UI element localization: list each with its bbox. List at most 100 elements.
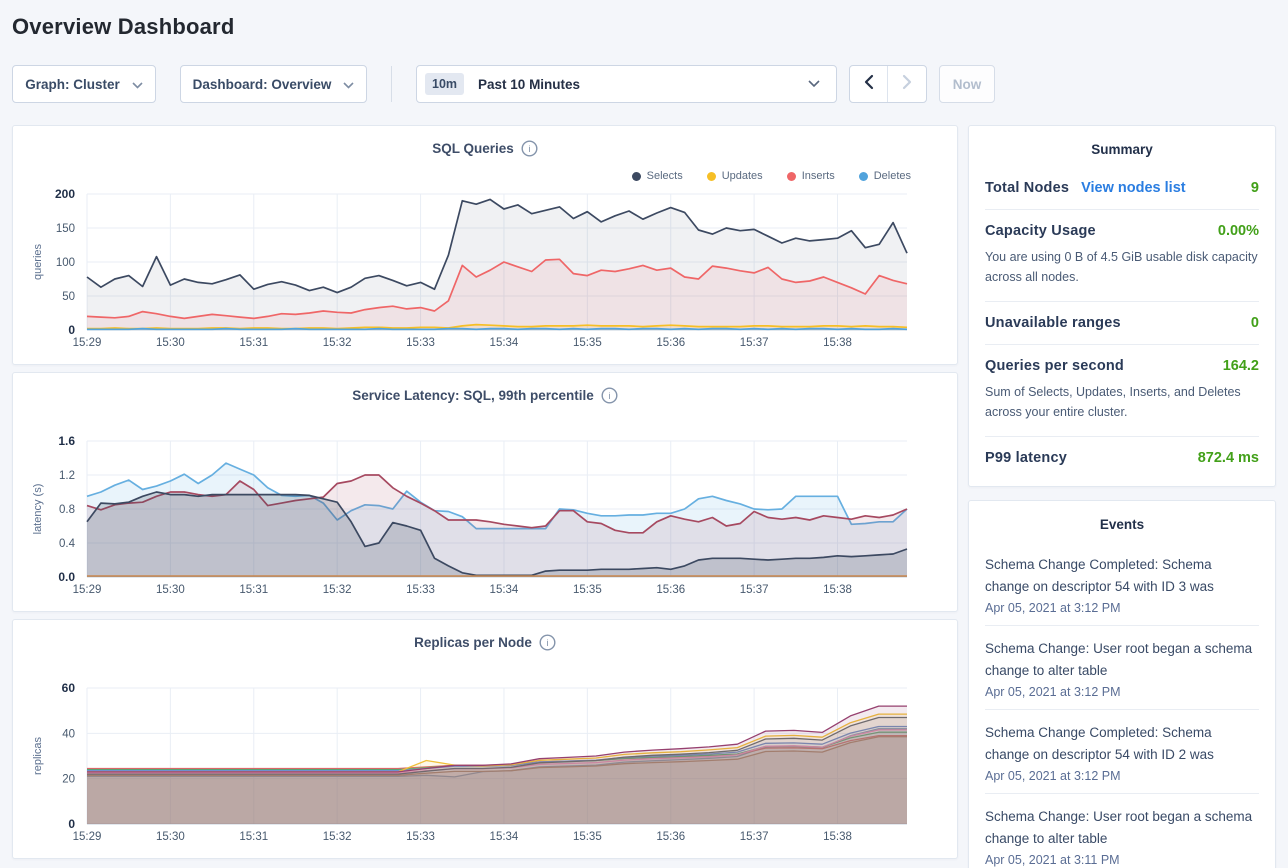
svg-text:15:37: 15:37 <box>740 831 769 843</box>
svg-text:0.8: 0.8 <box>59 504 75 516</box>
svg-text:i: i <box>546 638 548 649</box>
svg-text:15:38: 15:38 <box>823 337 852 349</box>
svg-text:15:37: 15:37 <box>740 337 769 349</box>
time-range-badge: 10m <box>425 73 465 95</box>
svg-text:15:38: 15:38 <box>823 831 852 843</box>
total-nodes-label: Total Nodes <box>985 180 1070 196</box>
svg-text:15:32: 15:32 <box>323 337 352 349</box>
event-text: Schema Change Completed: Schema change o… <box>985 557 1214 594</box>
svg-text:15:36: 15:36 <box>656 584 685 596</box>
event-item: Schema Change Completed: Schema change o… <box>985 710 1259 794</box>
legend-dot <box>786 171 796 181</box>
svg-text:0.4: 0.4 <box>59 538 76 550</box>
svg-text:15:30: 15:30 <box>156 831 185 843</box>
replicas-per-node-chart: 15:29 15:30 15:31 15:32 15:33 15:34 15:35 15:36… <box>32 681 907 843</box>
total-nodes-value: 9 <box>1250 180 1259 196</box>
dashboard-dropdown-label: Dashboard: Overview <box>192 76 332 92</box>
service-latency-chart: 15:29 15:30 15:31 15:32 15:33 15:34 15:35 15:36… <box>32 434 908 596</box>
events-title: Events <box>1099 517 1145 532</box>
legend-item-deletes: Deletes <box>858 170 911 182</box>
events-list: Schema Change Completed: Schema change o… <box>969 542 1275 868</box>
time-range-picker[interactable]: 10m Past 10 Minutes <box>416 65 837 103</box>
event-text: Schema Change: User root began a schema … <box>985 809 1253 846</box>
svg-text:60: 60 <box>62 681 76 695</box>
svg-text:queries: queries <box>32 243 44 280</box>
event-timestamp: Apr 05, 2021 at 3:12 PM <box>985 685 1121 699</box>
graph-dropdown-label: Graph: Cluster <box>25 76 120 92</box>
info-icon[interactable]: i <box>601 387 618 404</box>
svg-text:50: 50 <box>62 291 75 303</box>
svg-text:15:32: 15:32 <box>323 831 352 843</box>
summary-row-unavailable: Unavailable ranges 0 <box>985 302 1259 345</box>
p99-latency-label: P99 latency <box>985 450 1067 466</box>
info-icon[interactable]: i <box>539 634 556 651</box>
chevron-left-icon <box>864 74 874 95</box>
toolbar-divider <box>391 66 392 102</box>
main-content: SQL Queries i Selects Updates Inserts Delet… <box>12 125 1276 868</box>
svg-text:replicas: replicas <box>32 737 44 775</box>
svg-text:15:29: 15:29 <box>73 337 102 349</box>
summary-title: Summary <box>1091 142 1153 157</box>
legend-item-selects: Selects <box>631 170 683 182</box>
graph-dropdown[interactable]: Graph: Cluster <box>12 65 156 103</box>
page-title: Overview Dashboard <box>12 14 235 39</box>
svg-text:15:32: 15:32 <box>323 584 352 596</box>
svg-text:15:38: 15:38 <box>823 584 852 596</box>
event-timestamp: Apr 05, 2021 at 3:12 PM <box>985 601 1121 615</box>
svg-text:0: 0 <box>68 323 75 337</box>
svg-text:150: 150 <box>56 223 75 235</box>
svg-text:15:30: 15:30 <box>156 337 185 349</box>
sql-queries-chart: 15:29 15:30 15:31 15:32 15:33 15:34 15:35 15:36… <box>32 187 908 349</box>
view-nodes-list-link[interactable]: View nodes list <box>1081 180 1186 196</box>
qps-desc: Sum of Selects, Updates, Inserts, and De… <box>985 385 1241 419</box>
chart-legend: Selects Updates Inserts Deletes <box>631 170 911 182</box>
sidebar-column: Summary Total Nodes View nodes list 9 Ca… <box>968 125 1276 868</box>
replicas-per-node-panel: Replicas per Node i 15:29 15:30 15:31 15:32… <box>12 619 958 859</box>
prev-time-button[interactable] <box>850 66 888 102</box>
event-timestamp: Apr 05, 2021 at 3:11 PM <box>985 853 1120 867</box>
svg-text:1.6: 1.6 <box>58 434 75 448</box>
svg-text:15:33: 15:33 <box>406 584 435 596</box>
service-latency-panel: Service Latency: SQL, 99th percentile i … <box>12 372 958 612</box>
qps-value: 164.2 <box>1222 358 1259 374</box>
dashboard-dropdown[interactable]: Dashboard: Overview <box>180 65 367 103</box>
summary-row-total-nodes: Total Nodes View nodes list 9 <box>985 167 1259 210</box>
svg-text:15:35: 15:35 <box>573 584 602 596</box>
legend-dot <box>858 171 868 181</box>
p99-latency-value: 872.4 ms <box>1197 450 1259 466</box>
svg-text:15:35: 15:35 <box>573 831 602 843</box>
time-range-label: Past 10 Minutes <box>478 76 581 92</box>
sql-queries-panel: SQL Queries i Selects Updates Inserts Delet… <box>12 125 958 365</box>
event-text: Schema Change: User root began a schema … <box>985 641 1253 678</box>
toolbar: Graph: Cluster Dashboard: Overview 10m P… <box>12 65 1276 103</box>
summary-row-capacity: Capacity Usage 0.00% You are using 0 B o… <box>985 210 1259 302</box>
next-time-button[interactable] <box>888 66 926 102</box>
svg-text:200: 200 <box>55 187 75 201</box>
event-item: Schema Change Completed: Schema change o… <box>985 542 1259 626</box>
legend-dot <box>706 171 716 181</box>
svg-text:15:34: 15:34 <box>490 337 519 349</box>
unavailable-ranges-value: 0 <box>1250 315 1259 331</box>
now-button[interactable]: Now <box>939 65 995 103</box>
svg-text:40: 40 <box>62 728 75 740</box>
legend-item-updates: Updates <box>706 170 763 182</box>
summary-panel: Summary Total Nodes View nodes list 9 Ca… <box>968 125 1276 487</box>
svg-text:15:36: 15:36 <box>656 831 685 843</box>
svg-text:15:31: 15:31 <box>239 337 268 349</box>
svg-text:15:30: 15:30 <box>156 584 185 596</box>
legend-item-inserts: Inserts <box>786 170 835 182</box>
summary-row-p99: P99 latency 872.4 ms <box>985 437 1259 486</box>
capacity-usage-value: 0.00% <box>1217 223 1259 239</box>
events-panel: Events Schema Change Completed: Schema c… <box>968 500 1276 868</box>
svg-text:15:37: 15:37 <box>740 584 769 596</box>
svg-text:15:33: 15:33 <box>406 831 435 843</box>
event-item: Schema Change: User root began a schema … <box>985 626 1259 710</box>
info-icon[interactable]: i <box>521 140 538 157</box>
svg-text:15:29: 15:29 <box>73 831 102 843</box>
chevron-down-icon <box>808 75 820 93</box>
summary-row-qps: Queries per second 164.2 Sum of Selects,… <box>985 345 1259 437</box>
svg-text:0: 0 <box>68 817 75 831</box>
chart-title-sql-queries: SQL Queries <box>432 141 514 156</box>
time-pager <box>849 65 927 103</box>
svg-text:i: i <box>528 144 530 155</box>
